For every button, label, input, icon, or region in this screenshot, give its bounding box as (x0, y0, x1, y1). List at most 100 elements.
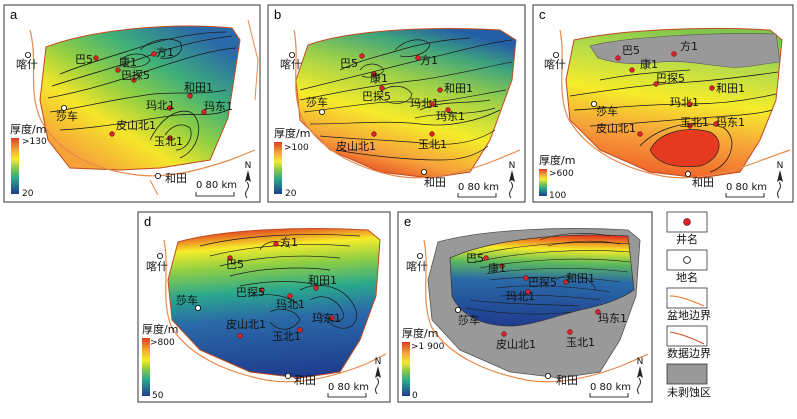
legend-min: 20 (22, 189, 34, 199)
panel-label-a: a (10, 7, 18, 22)
legend-min: 20 (285, 189, 297, 199)
legend-max: >800 (150, 338, 175, 348)
basin-boundary-icon (669, 295, 705, 307)
map-panel-c: c 喀什 莎车 和田 巴5 康1 方1 巴探5 和田1 玛北1 皮山北1 玉北1… (532, 4, 794, 203)
well-label: 皮山北1 (336, 140, 376, 153)
map-panel-e: e 喀什 莎车 和田 巴5 康1 巴探5 和田1 玛北1 玛东1 皮山北1 玉北… (397, 211, 653, 403)
map-key: 井名 地名 盆地边界 数据边界 未剥蚀区 (666, 211, 711, 399)
well-label: 玉北1 (566, 336, 595, 349)
well-label: 和田1 (184, 81, 213, 94)
legend-colorbar (539, 169, 547, 196)
legend-max: >600 (549, 169, 574, 179)
legend-colorbar (142, 338, 150, 396)
well-label: 皮山北1 (226, 318, 266, 331)
well-label: 巴5 (622, 44, 640, 57)
key-data-label: 数据边界 (667, 346, 711, 360)
well-label: 玛北1 (146, 99, 175, 112)
well-label: 巴5 (75, 53, 93, 66)
well-label: 玛北1 (670, 96, 699, 109)
well-label: 玉北1 (418, 138, 447, 151)
scale-bar-label: 0 80 km (458, 182, 499, 193)
well-label: 和田1 (444, 82, 473, 95)
place-label: 莎车 (596, 104, 618, 118)
key-well-label: 井名 (676, 232, 698, 246)
legend-colorbar (274, 142, 282, 194)
panel-label-c: c (539, 7, 546, 22)
well-label: 玉北1 (272, 330, 301, 343)
data-boundary-icon (669, 331, 705, 345)
well-label: 玛东1 (436, 110, 465, 123)
legend-max: >130 (22, 137, 47, 147)
well-label: 玉北1 (154, 135, 183, 148)
place-label: 和田 (294, 374, 316, 387)
well-label: 玛北1 (276, 298, 305, 311)
place-label: 喀什 (280, 58, 302, 71)
legend-title: 厚度/m (142, 322, 178, 336)
panel-label-b: b (274, 7, 281, 22)
place-label: 喀什 (544, 58, 566, 71)
well-label: 玛北1 (410, 97, 439, 110)
legend-title: 厚度/m (539, 153, 575, 167)
scale-bar-label: 0 80 km (590, 382, 631, 393)
well-label: 康1 (119, 55, 137, 69)
map-panel-b: b 喀什 莎车 和田 巴5 康1 方1 巴探5 和田1 玛北1 玛东1 皮山北1… (267, 4, 526, 203)
well-label: 康1 (640, 57, 658, 71)
place-label: 喀什 (16, 58, 38, 71)
panel-label-d: d (144, 214, 151, 229)
uneroded-area-icon (666, 363, 708, 385)
legend-min: 50 (152, 391, 164, 401)
well-label: 玛东1 (312, 312, 341, 325)
map-panel-a: a 喀什 莎车 和田 巴5 康1 巴探5 方1 和田1 玛北1 玛东1 皮山北1… (3, 4, 261, 203)
well-label: 玛东1 (598, 312, 627, 325)
well-label: 方1 (680, 39, 698, 53)
scale-bar-label: 0 80 km (726, 182, 767, 193)
well-markers (93, 51, 207, 141)
well-label: 方1 (420, 53, 438, 67)
well-label: 康1 (488, 261, 506, 275)
well-label: 皮山北1 (116, 119, 156, 132)
well-label: 巴5 (226, 258, 244, 271)
well-label: 方1 (156, 45, 174, 59)
place-label: 喀什 (146, 260, 168, 273)
place-label: 莎车 (176, 293, 198, 307)
scale-bar-label: 0 80 km (328, 382, 369, 393)
well-label: 皮山北1 (496, 338, 536, 351)
well-label: 巴探5 (121, 69, 150, 82)
legend-colorbar (402, 342, 410, 396)
place-label: 莎车 (458, 313, 480, 327)
well-label: 玉北1 (680, 116, 709, 129)
well-label: 巴5 (340, 57, 358, 70)
well-label: 巴探5 (362, 90, 391, 103)
well-label: 和田1 (716, 82, 745, 95)
legend-min: 0 (412, 391, 418, 401)
scale-bar-label: 0 80 km (196, 180, 237, 191)
well-label: 玛东1 (204, 100, 233, 113)
place-label: 莎车 (306, 95, 328, 109)
well-label: 和田1 (308, 274, 337, 287)
well-label: 皮山北1 (596, 122, 636, 135)
place-label: 和田 (556, 374, 578, 387)
key-basin-label: 盆地边界 (667, 308, 711, 322)
legend-max: >1 900 (411, 342, 445, 352)
well-label: 巴5 (466, 252, 484, 265)
place-marker-icon (683, 256, 691, 264)
well-label: 巴探5 (236, 286, 265, 299)
well-label: 玛北1 (506, 290, 535, 303)
legend-title: 厚度/m (274, 126, 310, 140)
well-label: 和田1 (566, 272, 595, 285)
key-uneroded-label: 未剥蚀区 (667, 385, 711, 399)
legend-max: >100 (284, 143, 309, 153)
well-label: 巴探5 (656, 72, 685, 85)
place-label: 和田 (424, 176, 446, 189)
panel-label-e: e (404, 214, 411, 229)
map-panel-d: d 喀什 莎车 和田 方1 巴5 巴探5 和田1 玛北1 玛东1 皮山北1 玉北… (137, 211, 391, 403)
legend-min: 100 (549, 191, 566, 201)
well-marker-icon (683, 218, 691, 226)
well-label: 方1 (280, 235, 298, 249)
well-label: 康1 (370, 71, 388, 85)
legend-title: 厚度/m (10, 122, 46, 136)
well-label: 巴探5 (528, 276, 557, 289)
place-label: 喀什 (406, 260, 428, 273)
place-label: 莎车 (56, 109, 78, 123)
legend-colorbar (11, 138, 19, 194)
